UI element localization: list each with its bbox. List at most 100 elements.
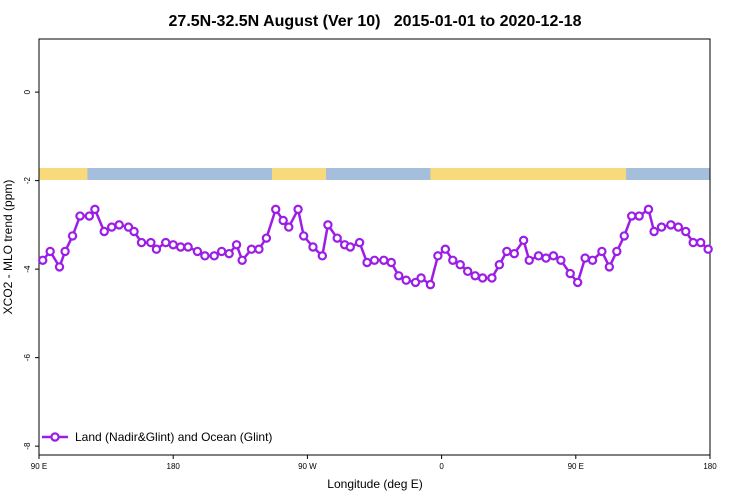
data-point [345, 242, 355, 252]
data-point [298, 231, 309, 241]
data-point [192, 246, 203, 257]
data-point [518, 235, 529, 246]
data-point [487, 273, 497, 283]
data-point [556, 255, 566, 265]
data-point [703, 244, 713, 254]
data-point [161, 237, 171, 248]
legend: Land (Nadir&Glint) and Ocean (Glint) [42, 430, 272, 444]
data-point [231, 240, 242, 250]
data-point [379, 255, 389, 265]
data-point [416, 273, 426, 283]
data-point [261, 233, 272, 243]
surface-type-band [39, 167, 710, 180]
data-point [317, 251, 328, 261]
data-point [386, 257, 396, 268]
x-tick-label: 90 W [298, 462, 317, 471]
data-point [200, 251, 210, 261]
land-band-segment [39, 167, 88, 180]
data-point [524, 255, 534, 265]
data-point [619, 231, 629, 241]
data-point [151, 244, 162, 254]
data-point [541, 253, 551, 263]
data-point [425, 279, 436, 290]
y-axis: 0 -2 -4 -6 -8 [23, 89, 39, 450]
data-point [369, 255, 380, 265]
data-point [183, 242, 193, 252]
y-tick-label: 0 [23, 89, 32, 94]
data-point [75, 211, 85, 221]
data-point [168, 240, 178, 250]
data-point [129, 226, 139, 237]
y-tick-label: -6 [23, 354, 32, 362]
data-point [224, 248, 234, 259]
data-point [695, 237, 706, 248]
data-point [533, 251, 544, 261]
y-tick-label: -2 [23, 177, 32, 185]
data-point [332, 233, 342, 243]
data-point [45, 246, 55, 257]
y-tick-label: -8 [23, 442, 32, 450]
data-point [634, 211, 644, 221]
data-point [494, 260, 505, 270]
data-point [440, 244, 451, 254]
data-point [293, 204, 303, 215]
data-point [627, 211, 637, 221]
data-point [136, 237, 147, 248]
data-point [604, 262, 615, 272]
y-axis-title: XCO2 - MLO trend (ppm) [1, 180, 15, 315]
data-point [278, 215, 288, 226]
data-point [67, 231, 78, 241]
data-point [565, 268, 575, 279]
plot-area-frame [38, 38, 711, 456]
data-point [448, 255, 458, 265]
data-point [114, 220, 124, 230]
x-tick-label: 180 [703, 462, 717, 471]
data-point [580, 253, 590, 263]
data-point [237, 255, 247, 265]
data-point [572, 277, 583, 288]
land-band-segment [430, 167, 627, 180]
data-point [455, 260, 465, 270]
data-point [54, 262, 65, 272]
data-point [656, 222, 667, 232]
data-point [38, 255, 48, 265]
data-point [209, 251, 219, 261]
data-point [433, 251, 443, 261]
data-point [246, 244, 257, 254]
data-point [90, 204, 100, 215]
data-point [681, 226, 691, 237]
data-point [284, 222, 294, 232]
series-layer [38, 204, 713, 290]
data-point [254, 244, 264, 254]
data-point [462, 266, 473, 277]
data-point [612, 246, 622, 257]
data-point [60, 246, 70, 257]
chart-title: 27.5N-32.5N August (Ver 10) 2015-01-01 t… [169, 13, 582, 30]
x-tick-label: 180 [167, 462, 181, 471]
y-tick-label: -4 [23, 265, 32, 273]
data-point [146, 237, 156, 248]
data-point [509, 248, 519, 259]
data-point [688, 237, 698, 248]
data-point [643, 204, 654, 215]
data-point [362, 257, 372, 268]
data-point [175, 242, 186, 252]
legend-label: Land (Nadir&Glint) and Ocean (Glint) [75, 430, 272, 444]
data-point [502, 246, 512, 257]
data-point [597, 246, 607, 257]
data-point [323, 220, 333, 230]
land-band-segment [271, 167, 327, 180]
data-point [394, 271, 404, 281]
data-point [308, 242, 318, 252]
data-point [401, 275, 411, 285]
data-point [649, 226, 659, 237]
data-point [548, 251, 559, 261]
x-axis-title: Longitude (deg E) [327, 477, 422, 491]
x-tick-label: 0 [439, 462, 444, 471]
data-point [216, 246, 227, 257]
x-axis: 90 E 180 90 W 0 90 E 180 [31, 455, 717, 471]
data-point [354, 237, 365, 248]
data-point [84, 211, 95, 221]
data-point [587, 255, 598, 265]
